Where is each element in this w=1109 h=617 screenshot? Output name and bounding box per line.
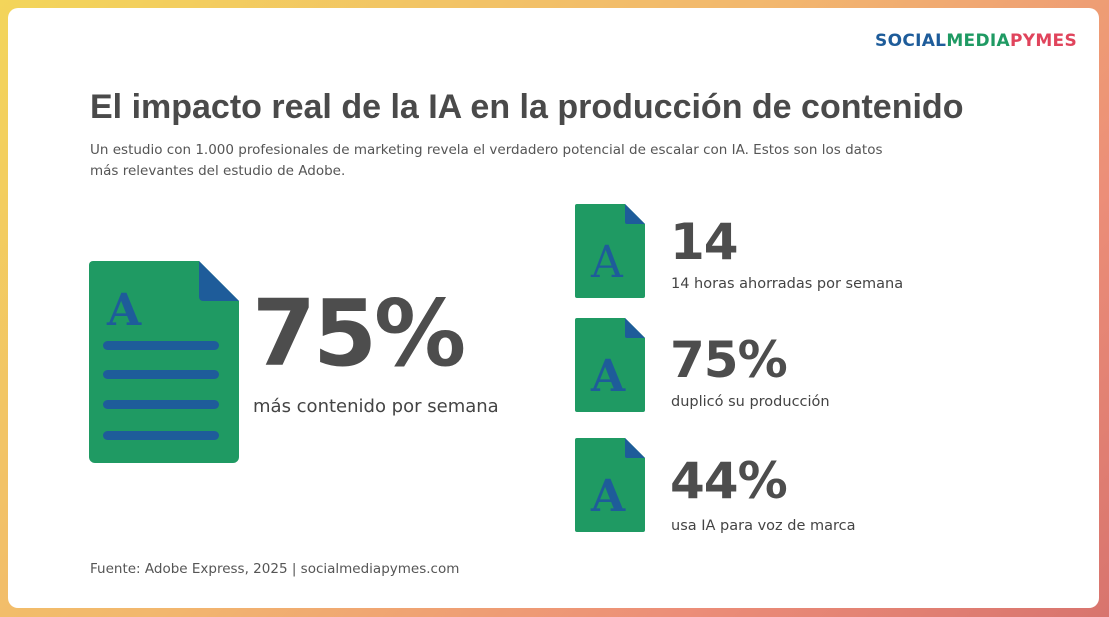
document-icon: A <box>575 204 645 298</box>
document-icon: A <box>575 438 645 532</box>
icon-letter: A <box>106 285 142 336</box>
source-note: Fuente: Adobe Express, 2025 | socialmedi… <box>90 561 460 577</box>
document-icon: A <box>575 318 645 412</box>
main-stat-label: más contenido por semana <box>253 396 499 417</box>
stat-label: duplicó su producción <box>671 394 830 410</box>
infographic-card: SOCIALMEDIAPYMES El impacto real de la I… <box>8 8 1099 608</box>
main-stat-value: 75% <box>252 280 466 387</box>
logo-part-pymes: PYMES <box>1009 31 1077 51</box>
stat-value: 75% <box>670 331 788 389</box>
stat-label: usa IA para voz de marca <box>671 518 856 534</box>
stat-label: 14 horas ahorradas por semana <box>671 276 904 292</box>
page-title: El impacto real de la IA en la producció… <box>90 88 964 126</box>
document-icon: A <box>89 261 239 463</box>
icon-letter: A <box>590 351 626 402</box>
logo-part-media: MEDIA <box>946 31 1010 51</box>
icon-letter: A <box>590 471 626 522</box>
stat-value: 44% <box>670 452 788 510</box>
page-subtitle: Un estudio con 1.000 profesionales de ma… <box>90 142 883 179</box>
logo-part-social: SOCIAL <box>875 31 947 51</box>
brand-logo: SOCIALMEDIAPYMES <box>875 31 1077 51</box>
icon-letter: A <box>590 237 624 288</box>
stat-value: 14 <box>670 213 739 271</box>
